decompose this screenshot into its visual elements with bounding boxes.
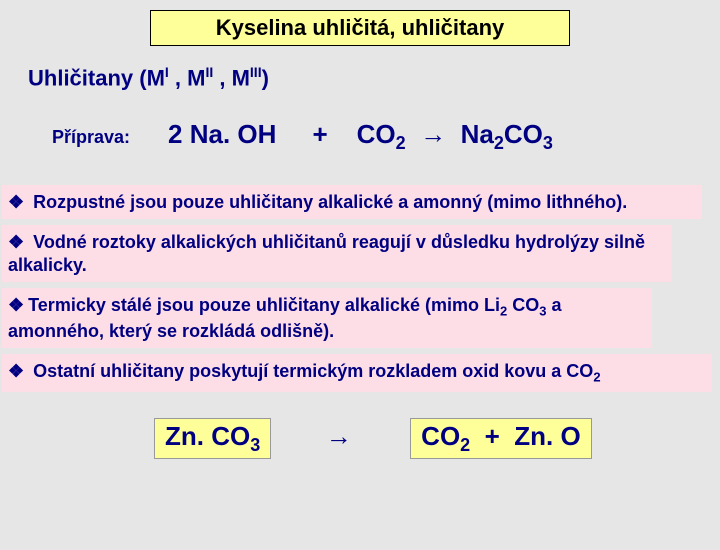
eq1-co2-sub: 2 <box>396 134 406 154</box>
preparation-line: Příprava: 2 Na. OH + CO2 → Na2CO3 <box>52 119 720 154</box>
equation-2: Zn. CO3 → CO2 + Zn. O <box>154 418 720 459</box>
bullet-2-text: Vodné roztoky alkalických uhličitanů rea… <box>8 232 645 275</box>
subtitle-mid1: , M <box>169 65 206 90</box>
bullet-4-sub: 2 <box>593 370 600 385</box>
eq2-left-box: Zn. CO3 <box>154 418 271 459</box>
eq1-left: 2 Na. OH <box>168 119 276 149</box>
diamond-icon: ❖ <box>8 295 24 315</box>
bullet-1-text: Rozpustné jsou pouze uhličitany alkalick… <box>33 192 627 212</box>
bullet-3-mid: CO <box>507 295 539 315</box>
subtitle-mid2: , M <box>213 65 250 90</box>
eq2-zn: Zn. CO <box>165 421 250 451</box>
equation-1: 2 Na. OH + CO2 → Na2CO3 <box>168 119 553 154</box>
bullet-3-pre: Termicky stálé jsou pouze uhličitany alk… <box>28 295 500 315</box>
eq2-co2-sub: 2 <box>460 435 470 455</box>
eq1-na-sub: 2 <box>494 134 504 154</box>
eq2-arrow: → <box>326 421 352 451</box>
subtitle: Uhličitany (MI , MII , MIII) <box>28 64 720 91</box>
eq1-arrow: → <box>420 119 446 149</box>
eq2-right-box: CO2 + Zn. O <box>410 418 592 459</box>
page-title: Kyselina uhličitá, uhličitany <box>150 10 570 46</box>
diamond-icon: ❖ <box>8 232 24 252</box>
bullet-2: ❖ Vodné roztoky alkalických uhličitanů r… <box>2 225 672 282</box>
sup-3: III <box>250 64 262 80</box>
eq2-plus: + <box>485 421 500 451</box>
eq1-co2: CO <box>357 119 396 149</box>
eq2-zn-sub: 3 <box>250 435 260 455</box>
subtitle-suffix: ) <box>262 65 269 90</box>
prep-label: Příprava: <box>52 127 130 148</box>
eq1-co3: CO <box>504 119 543 149</box>
subtitle-text: Uhličitany (M <box>28 65 165 90</box>
eq1-plus: + <box>313 119 328 149</box>
bullet-4-pre: Ostatní uhličitany poskytují termickým r… <box>33 361 593 381</box>
bullet-3: ❖Termicky stálé jsou pouze uhličitany al… <box>2 288 652 348</box>
eq2-zno: Zn. O <box>514 421 580 451</box>
diamond-icon: ❖ <box>8 192 24 212</box>
eq1-co3-sub: 3 <box>543 134 553 154</box>
eq2-co2: CO <box>421 421 460 451</box>
eq1-na: Na <box>461 119 494 149</box>
bullet-4: ❖ Ostatní uhličitany poskytují termickým… <box>2 354 712 392</box>
bullet-1: ❖ Rozpustné jsou pouze uhličitany alkali… <box>2 185 702 220</box>
diamond-icon: ❖ <box>8 361 24 381</box>
